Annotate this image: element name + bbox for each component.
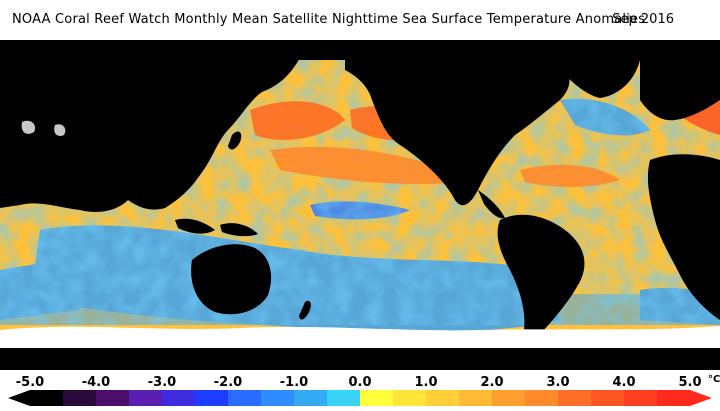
legend-color-swatch — [459, 390, 493, 406]
legend-color-swatch — [558, 390, 592, 406]
legend-color-swatch — [657, 390, 691, 406]
legend-color-swatch — [261, 390, 295, 406]
map-title: NOAA Coral Reef Watch Monthly Mean Satel… — [12, 12, 646, 27]
legend-tick-label: 3.0 — [546, 375, 569, 390]
color-scale-legend: -5.0 -4.0 -3.0 -2.0 -1.0 0.0 1.0 2.0 3.0 4.0 5.0 °C — [0, 370, 720, 411]
legend-color-swatch — [30, 390, 64, 406]
legend-color-swatch — [591, 390, 625, 406]
legend-color-swatch — [195, 390, 229, 406]
legend-tick-label: -3.0 — [148, 375, 176, 390]
legend-color-swatch — [228, 390, 262, 406]
legend-color-swatch — [96, 390, 130, 406]
legend-color-swatch — [162, 390, 196, 406]
land-masses — [0, 40, 720, 370]
legend-color-swatch — [360, 390, 394, 406]
antarctic-sea-ice — [0, 326, 720, 348]
legend-tick-label: -5.0 — [16, 375, 44, 390]
legend-max-arrow — [690, 390, 712, 406]
legend-color-swatch — [624, 390, 658, 406]
legend-tick-label: -2.0 — [214, 375, 242, 390]
legend-min-arrow — [8, 390, 30, 406]
legend-color-swatch — [129, 390, 163, 406]
legend-color-swatch — [393, 390, 427, 406]
legend-tick-label: 5.0 — [678, 375, 701, 390]
legend-color-swatch — [294, 390, 328, 406]
legend-tick-label: 4.0 — [612, 375, 635, 390]
legend-tick-label: -1.0 — [280, 375, 308, 390]
legend-tick-label: 0.0 — [348, 375, 371, 390]
legend-color-swatch — [492, 390, 526, 406]
legend-tick-label: -4.0 — [82, 375, 110, 390]
map-canvas — [0, 40, 720, 370]
arctic-ice-patches — [21, 120, 66, 136]
legend-color-swatch — [426, 390, 460, 406]
legend-tick-label: 2.0 — [480, 375, 503, 390]
map-title-bar: NOAA Coral Reef Watch Monthly Mean Satel… — [0, 0, 720, 40]
legend-color-swatch — [327, 390, 361, 406]
legend-color-swatch — [525, 390, 559, 406]
legend-unit-label: °C — [708, 374, 720, 385]
map-date: Sep 2016 — [612, 12, 674, 27]
legend-color-swatch — [63, 390, 97, 406]
legend-tick-label: 1.0 — [414, 375, 437, 390]
sst-anomaly-map — [0, 40, 720, 370]
legend-canvas: -5.0 -4.0 -3.0 -2.0 -1.0 0.0 1.0 2.0 3.0 4.0 5.0 °C — [8, 374, 720, 406]
